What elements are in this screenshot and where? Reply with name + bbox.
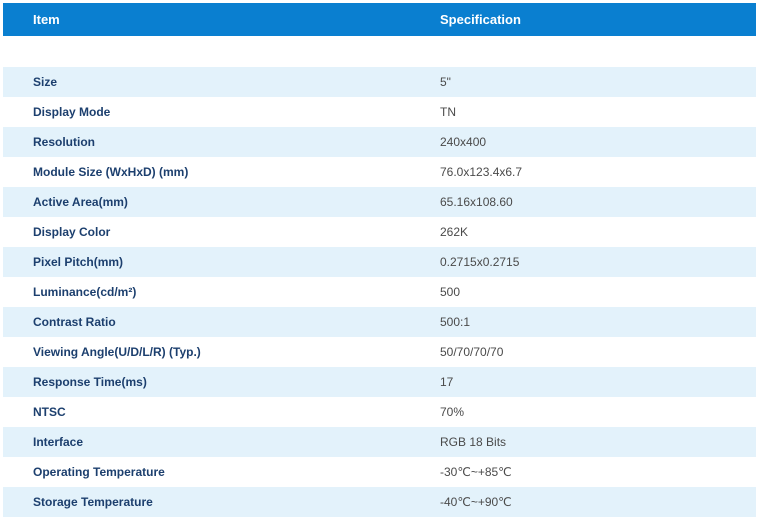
- table-row: Response Time(ms) 17: [3, 367, 756, 397]
- table-header: Item Specification: [3, 3, 756, 36]
- row-spec-value: TN: [410, 97, 756, 127]
- table-row: NTSC 70%: [3, 397, 756, 427]
- row-item-label: Storage Temperature: [3, 487, 410, 517]
- row-spec-value: 5": [410, 67, 756, 97]
- header-item: Item: [3, 3, 410, 36]
- row-spec-value: 500: [410, 277, 756, 307]
- table-body: Size 5" Display Mode TN Resolution 240x400 Mod…: [3, 36, 756, 517]
- row-item-label: Display Mode: [3, 97, 410, 127]
- row-item-label: Size: [3, 67, 410, 97]
- spacer-cell: [3, 36, 756, 67]
- row-item-label: Pixel Pitch(mm): [3, 247, 410, 277]
- row-item-label: Interface: [3, 427, 410, 457]
- row-item-label: Luminance(cd/m²): [3, 277, 410, 307]
- row-item-label: Response Time(ms): [3, 367, 410, 397]
- table-row: Interface RGB 18 Bits: [3, 427, 756, 457]
- row-item-label: Display Color: [3, 217, 410, 247]
- table-row: Viewing Angle(U/D/L/R) (Typ.) 50/70/70/70: [3, 337, 756, 367]
- spacer-row: [3, 36, 756, 67]
- row-spec-value: 17: [410, 367, 756, 397]
- row-spec-value: 240x400: [410, 127, 756, 157]
- row-item-label: Viewing Angle(U/D/L/R) (Typ.): [3, 337, 410, 367]
- table-row: Display Mode TN: [3, 97, 756, 127]
- table-row: Size 5": [3, 67, 756, 97]
- row-item-label: NTSC: [3, 397, 410, 427]
- row-spec-value: 65.16x108.60: [410, 187, 756, 217]
- header-row: Item Specification: [3, 3, 756, 36]
- row-item-label: Operating Temperature: [3, 457, 410, 487]
- row-spec-value: 262K: [410, 217, 756, 247]
- row-spec-value: 50/70/70/70: [410, 337, 756, 367]
- row-spec-value: -30℃~+85℃: [410, 457, 756, 487]
- table-row: Module Size (WxHxD) (mm) 76.0x123.4x6.7: [3, 157, 756, 187]
- row-spec-value: 500:1: [410, 307, 756, 337]
- header-specification: Specification: [410, 3, 756, 36]
- row-spec-value: RGB 18 Bits: [410, 427, 756, 457]
- row-spec-value: 70%: [410, 397, 756, 427]
- table-row: Operating Temperature -30℃~+85℃: [3, 457, 756, 487]
- row-item-label: Module Size (WxHxD) (mm): [3, 157, 410, 187]
- table-row: Active Area(mm) 65.16x108.60: [3, 187, 756, 217]
- row-spec-value: 76.0x123.4x6.7: [410, 157, 756, 187]
- table-row: Resolution 240x400: [3, 127, 756, 157]
- row-spec-value: -40℃~+90℃: [410, 487, 756, 517]
- row-item-label: Active Area(mm): [3, 187, 410, 217]
- row-item-label: Resolution: [3, 127, 410, 157]
- specification-table: Item Specification Size 5" Display Mode TN R…: [3, 3, 756, 517]
- table-row: Storage Temperature -40℃~+90℃: [3, 487, 756, 517]
- table-row: Pixel Pitch(mm) 0.2715x0.2715: [3, 247, 756, 277]
- table-row: Luminance(cd/m²) 500: [3, 277, 756, 307]
- table-row: Display Color 262K: [3, 217, 756, 247]
- row-spec-value: 0.2715x0.2715: [410, 247, 756, 277]
- table-row: Contrast Ratio 500:1: [3, 307, 756, 337]
- row-item-label: Contrast Ratio: [3, 307, 410, 337]
